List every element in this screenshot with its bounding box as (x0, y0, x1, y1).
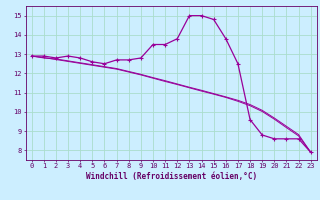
X-axis label: Windchill (Refroidissement éolien,°C): Windchill (Refroidissement éolien,°C) (86, 172, 257, 181)
